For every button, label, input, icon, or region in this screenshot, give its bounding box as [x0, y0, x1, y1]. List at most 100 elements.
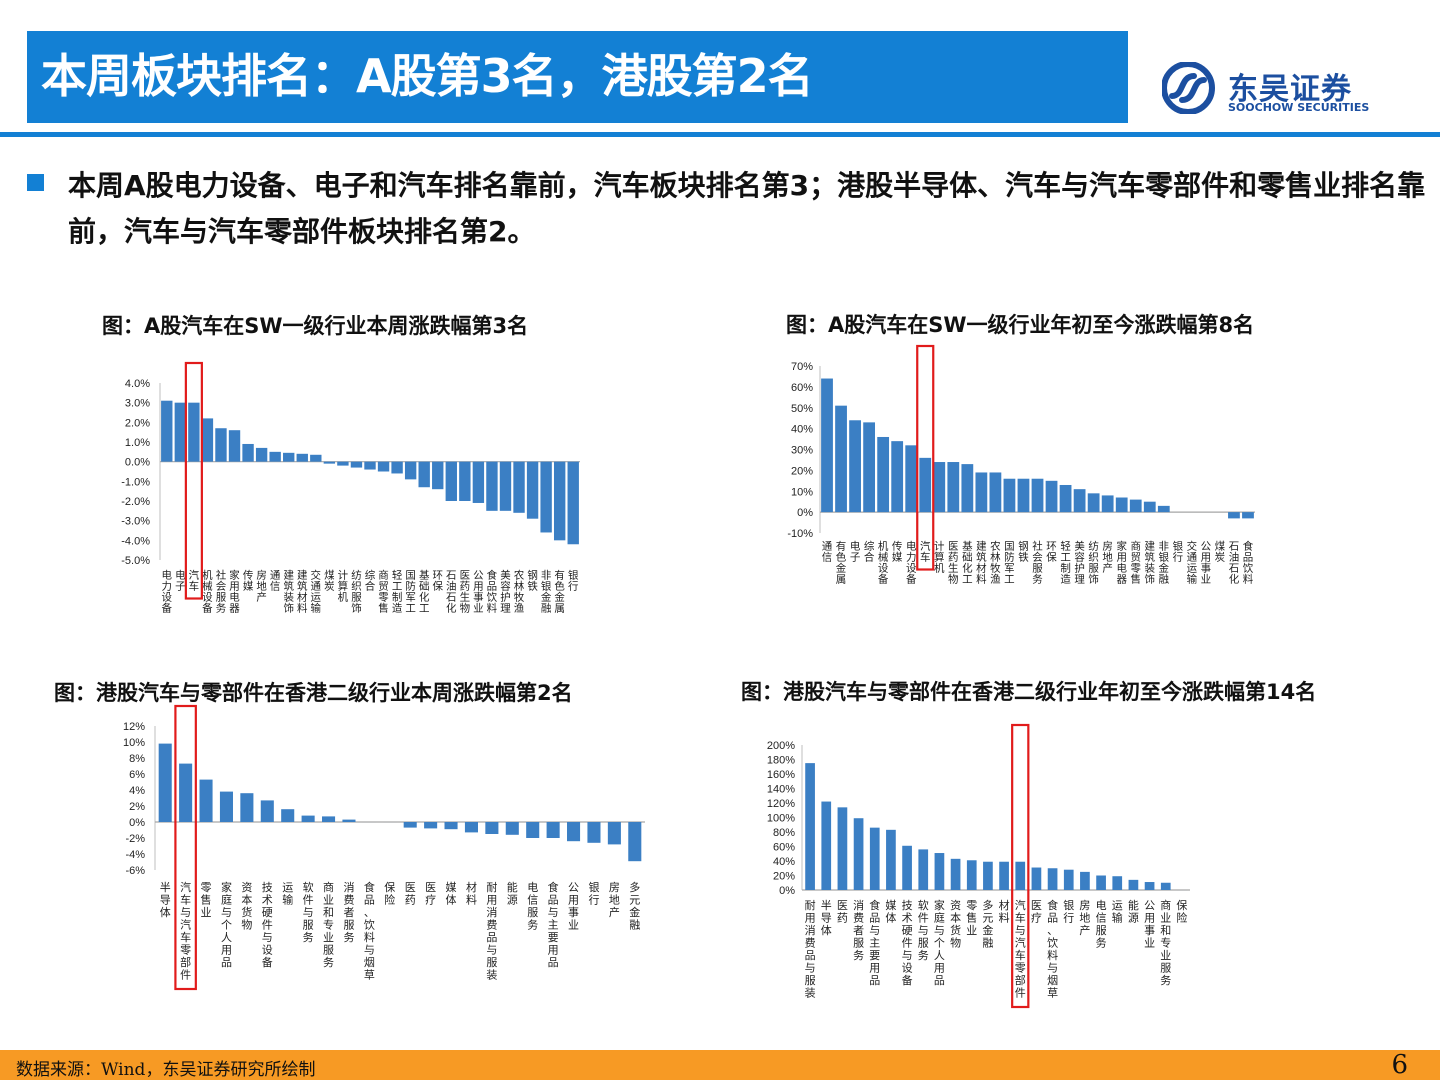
chart-3-x-label: 软件与服务 [303, 880, 314, 944]
chart-2-bar [989, 472, 1002, 513]
chart-2-y-tick: 40% [791, 424, 813, 436]
chart-1-bar [350, 461, 363, 468]
chart-3-bar [526, 822, 540, 838]
chart-4-x-label: 软件与服务 [918, 898, 929, 962]
chart-3-bar [505, 822, 519, 835]
chart-2-x-label: 通信 [822, 541, 833, 564]
chart-2-bar [1059, 484, 1072, 513]
page-title: 本周板块排名：A股第3名，港股第2名 [41, 49, 814, 103]
chart-2-bar [1031, 478, 1044, 513]
chart-3-bar [281, 809, 295, 822]
chart-4-bar [1031, 867, 1042, 890]
chart-2-bar [863, 422, 876, 513]
chart-1-y-tick: 2.0% [125, 417, 150, 429]
chart-4-bar [1144, 882, 1155, 890]
chart-3-bar [301, 815, 315, 822]
chart-1-x-label: 电力设备 [162, 569, 173, 615]
chart-2-bar [919, 457, 932, 513]
chart-2-bar [1017, 478, 1030, 513]
chart-2-x-label: 汽车 [920, 540, 931, 564]
chart-4-x-label: 电信服务 [1096, 899, 1107, 950]
chart-4-x-label: 食品与主要用品 [869, 898, 880, 987]
chart-4-y-tick: 40% [773, 856, 795, 868]
chart-2-x-label: 传媒 [892, 541, 903, 564]
chart-3-bar [607, 822, 621, 845]
chart-2-bar [891, 441, 904, 513]
chart-4-x-label: 家庭与个人用品 [934, 898, 945, 987]
chart-4-highlight-box [1011, 723, 1030, 1009]
chart-2-bar [947, 462, 960, 513]
chart-3-x-label: 公用事业 [568, 881, 579, 932]
chart-1-bar [472, 461, 485, 503]
chart-1-bar [255, 447, 268, 462]
chart-1-bar [459, 461, 471, 501]
chart-1-x-label: 钢铁 [527, 569, 538, 593]
chart-4-x-label: 运输 [1112, 899, 1123, 925]
chart-4-x-label: 保险 [1176, 898, 1187, 925]
chart-4-x-label: 耐用消费品与服装 [805, 899, 816, 1000]
chart-3-bar [260, 800, 274, 822]
chart-2-x-label: 建筑材料 [976, 540, 987, 586]
chart-4-bar [902, 845, 912, 890]
chart-1-x-label: 银行 [568, 569, 579, 593]
chart-3-highlight-box [174, 704, 197, 991]
data-source: 数据来源：Wind，东吴证券研究所绘制 [16, 1060, 316, 1080]
chart-3-bar [567, 822, 581, 842]
chart-2-bar [835, 405, 847, 513]
chart-1-x-label: 通信 [270, 570, 281, 593]
chart-2-y-tick: 70% [791, 361, 813, 373]
chart-4-bar [869, 827, 880, 890]
chart-2-x-label: 钢铁 [1018, 540, 1029, 564]
chart-2-x-label: 公用事业 [1201, 541, 1212, 586]
chart-1-x-label: 电子 [175, 569, 186, 593]
chart-1-bar [391, 461, 403, 474]
chart-1-x-label: 轻工制造 [392, 569, 403, 615]
chart-3-y-tick: 8% [129, 753, 145, 765]
chart-3-x-label: 商业和专业服务 [323, 880, 334, 969]
chart-1-y-tick: -2.0% [121, 496, 150, 508]
chart-4-y-tick: 200% [767, 740, 795, 752]
chart-3-x-label: 零售业 [201, 881, 212, 919]
header-rule [0, 132, 1440, 137]
chart-1-x-label: 环保 [432, 570, 443, 593]
chart-4-x-label: 医药 [837, 899, 848, 925]
chart-1-bar [269, 451, 281, 462]
chart-3-bar [444, 822, 458, 830]
chart-4-y-tick: 60% [773, 842, 795, 854]
chart-3-x-label: 多元金融 [629, 880, 640, 932]
chart-4-bar [1112, 876, 1123, 890]
chart-2-bar [1003, 478, 1016, 513]
chart-1-x-label: 纺织服饰 [351, 569, 362, 615]
chart-3-x-label: 家庭与个人用品 [221, 880, 232, 969]
chart-3-x-label: 耐用消费品与服装 [486, 881, 497, 982]
chart-1-bar [242, 443, 254, 462]
chart-3-bar [199, 779, 213, 822]
chart-3-x-label: 保险 [384, 880, 395, 907]
chart-4-bar [1128, 879, 1139, 890]
chart-4-x-label: 食品、饮料与烟草 [1047, 898, 1058, 1000]
chart-2-y-tick: 30% [791, 445, 813, 457]
chart-2-x-label: 石油石化 [1229, 541, 1240, 586]
chart-2-x-label: 房地产 [1102, 540, 1113, 575]
chart-4-bar [983, 861, 993, 890]
chart-4-x-label: 房地产 [1079, 899, 1090, 937]
chart-3-x-label: 能源 [507, 880, 518, 907]
chart-2-x-label: 轻工制造 [1060, 540, 1071, 586]
chart-1-x-label: 交通运输 [311, 569, 322, 615]
chart-2-y-tick: -10% [787, 528, 813, 540]
chart-3-x-label: 技术硬件与设备 [262, 881, 273, 969]
chart-2-x-label: 商贸零售 [1130, 540, 1141, 586]
chart-2-bar [1045, 480, 1058, 513]
chart-1-bar [296, 453, 308, 462]
chart-3-x-label: 食品、饮料与烟草 [364, 880, 375, 982]
chart-2-bar [1228, 512, 1240, 519]
chart-1-y-tick: -3.0% [121, 516, 150, 528]
chart-1-bar [418, 461, 430, 488]
chart-2-bar [821, 378, 833, 513]
chart-3-y-tick: -4% [125, 849, 145, 861]
chart-3-bar [158, 743, 172, 822]
chart-1-x-label: 房地产 [256, 569, 267, 604]
chart-3-bar [322, 816, 336, 822]
chart-4-x-label: 资本货物 [950, 899, 961, 950]
page-number: 6 [1391, 1050, 1408, 1080]
